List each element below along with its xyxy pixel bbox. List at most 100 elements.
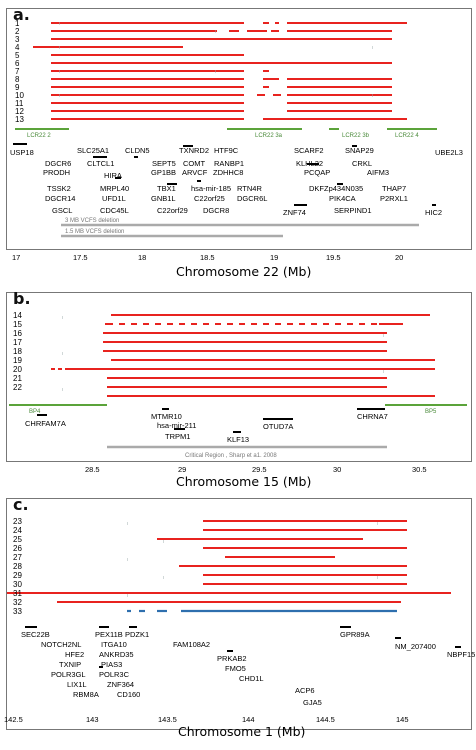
gene-label: RANBP1 [214,159,244,168]
gene-label: PRODH [43,168,70,177]
gene-label: HFE2 [65,650,84,659]
gene-label: FMO5 [225,664,246,673]
panel-b: b. ı ı ı ı ı BP4 BP5 CHRFAM7A MTMR10 [6,289,472,462]
gene-label: hsa-mir-211 [157,421,196,430]
row-label: 20 [13,365,22,374]
gene-label: PDZK1 [125,630,149,639]
tick-label: 18 [138,253,146,262]
gene-label: CLTCL1 [87,159,114,168]
gene-label: FAM108A2 [173,640,210,649]
gene-label: TRPM1 [165,432,190,441]
gene-label: COMT [183,159,205,168]
gene-label: POLR3C [99,670,130,679]
svg-text:ı: ı [163,575,164,581]
tick-label: 18.5 [200,253,215,262]
tick-label: 20 [395,253,403,262]
row-label: 23 [13,517,22,526]
axis-title: Chromosome 1 (Mb) [178,724,305,739]
gene-label: MRPL40 [100,184,129,193]
row-label: 12 [15,107,24,116]
svg-text:ı: ı [377,575,378,581]
tick-label: 19 [270,253,278,262]
gene-label: PEX11B [95,630,123,639]
row-label: 4 [15,43,20,52]
tick-label: 17 [12,253,20,262]
svg-text:ı: ı [62,387,63,393]
gene-label: SEPT5 [152,159,176,168]
gene-label: NM_207400 [395,642,436,651]
deletion-label: 3 MB VCFS deletion [65,218,119,224]
svg-text:ı: ı [62,351,63,357]
gene-label: GSCL [52,206,72,215]
svg-text:ı: ı [383,369,384,375]
tick-label: 143 [86,715,99,724]
gene-label: NBPF15 [447,650,475,659]
row-label: 13 [15,115,24,124]
gene-label: TXNRD2 [179,146,209,155]
gene-label: UBE2L3 [435,148,463,157]
tick-label: 30 [333,465,341,474]
lcr-label: LCR22 4 [395,133,419,139]
axis-title: Chromosome 22 (Mb) [176,264,311,279]
row-label: 1 [15,19,20,28]
tick-label: 144 [242,715,255,724]
tick-label: 19.5 [326,253,341,262]
row-label: 24 [13,526,22,535]
gene-label: TBX1 [157,184,176,193]
tick-label: 144.5 [316,715,335,724]
svg-text:ı: ı [163,539,164,545]
row-label: 19 [13,356,22,365]
lcr-label: LCR22 3a [255,133,283,139]
row-label: 25 [13,535,22,544]
row-label: 22 [13,383,22,392]
gene-label: HIC2 [425,208,442,217]
gene-label: GNB1L [151,194,176,203]
panel-b-label: b. [13,289,31,308]
row-label: 16 [13,329,22,338]
gene-label: THAP7 [382,184,406,193]
gene-label: ACP6 [295,686,315,695]
gene-label: SCARF2 [294,146,324,155]
svg-text:ı: ı [62,315,63,321]
gene-label: LIX1L [67,680,87,689]
gene-label: KLF13 [227,435,249,444]
gene-label: KLHL22 [296,159,323,168]
gene-label: DGCR6L [237,194,267,203]
region-label: Critical Region , Sharp et a1. 2008 [185,453,277,459]
gene-label: RTN4R [237,184,262,193]
gene-label: GJA5 [303,698,322,707]
row-label: 3 [15,35,20,44]
row-label: 18 [13,347,22,356]
gene-label: PRKAB2 [217,654,247,663]
bp-label: BP5 [425,409,437,415]
svg-text:ı: ı [59,21,60,27]
gene-label: DGCR6 [45,159,71,168]
row-label: 21 [13,374,22,383]
gene-label: TSSK2 [47,184,71,193]
gene-label: GP1BB [151,168,176,177]
svg-text:ı: ı [59,45,60,51]
gene-label: P2RXL1 [380,194,408,203]
gene-label: CD160 [117,690,140,699]
row-label: 17 [13,338,22,347]
row-label: 27 [13,553,22,562]
gene-label: CDC45L [100,206,129,215]
gene-label: CHD1L [239,674,264,683]
svg-text:ı: ı [383,333,384,339]
row-label: 11 [15,99,24,108]
row-label: 15 [13,320,22,329]
row-label: 5 [15,51,20,60]
gene-label: ITGA10 [101,640,127,649]
lcr-label: LCR22 2 [27,133,51,139]
row-label: 26 [13,544,22,553]
svg-text:ı: ı [372,45,373,51]
gene-label: OTUD7A [263,422,293,431]
row-label: 8 [15,75,20,84]
row-label: 7 [15,67,20,76]
panel-c-axis: 142.5 143 143.5 144 144.5 145 Chromosome… [0,712,476,750]
tick-label: 28.5 [85,465,100,474]
gene-label: ANKRD35 [99,650,134,659]
gene-label: PCQAP [304,168,330,177]
gene-label: SNAP29 [345,146,374,155]
